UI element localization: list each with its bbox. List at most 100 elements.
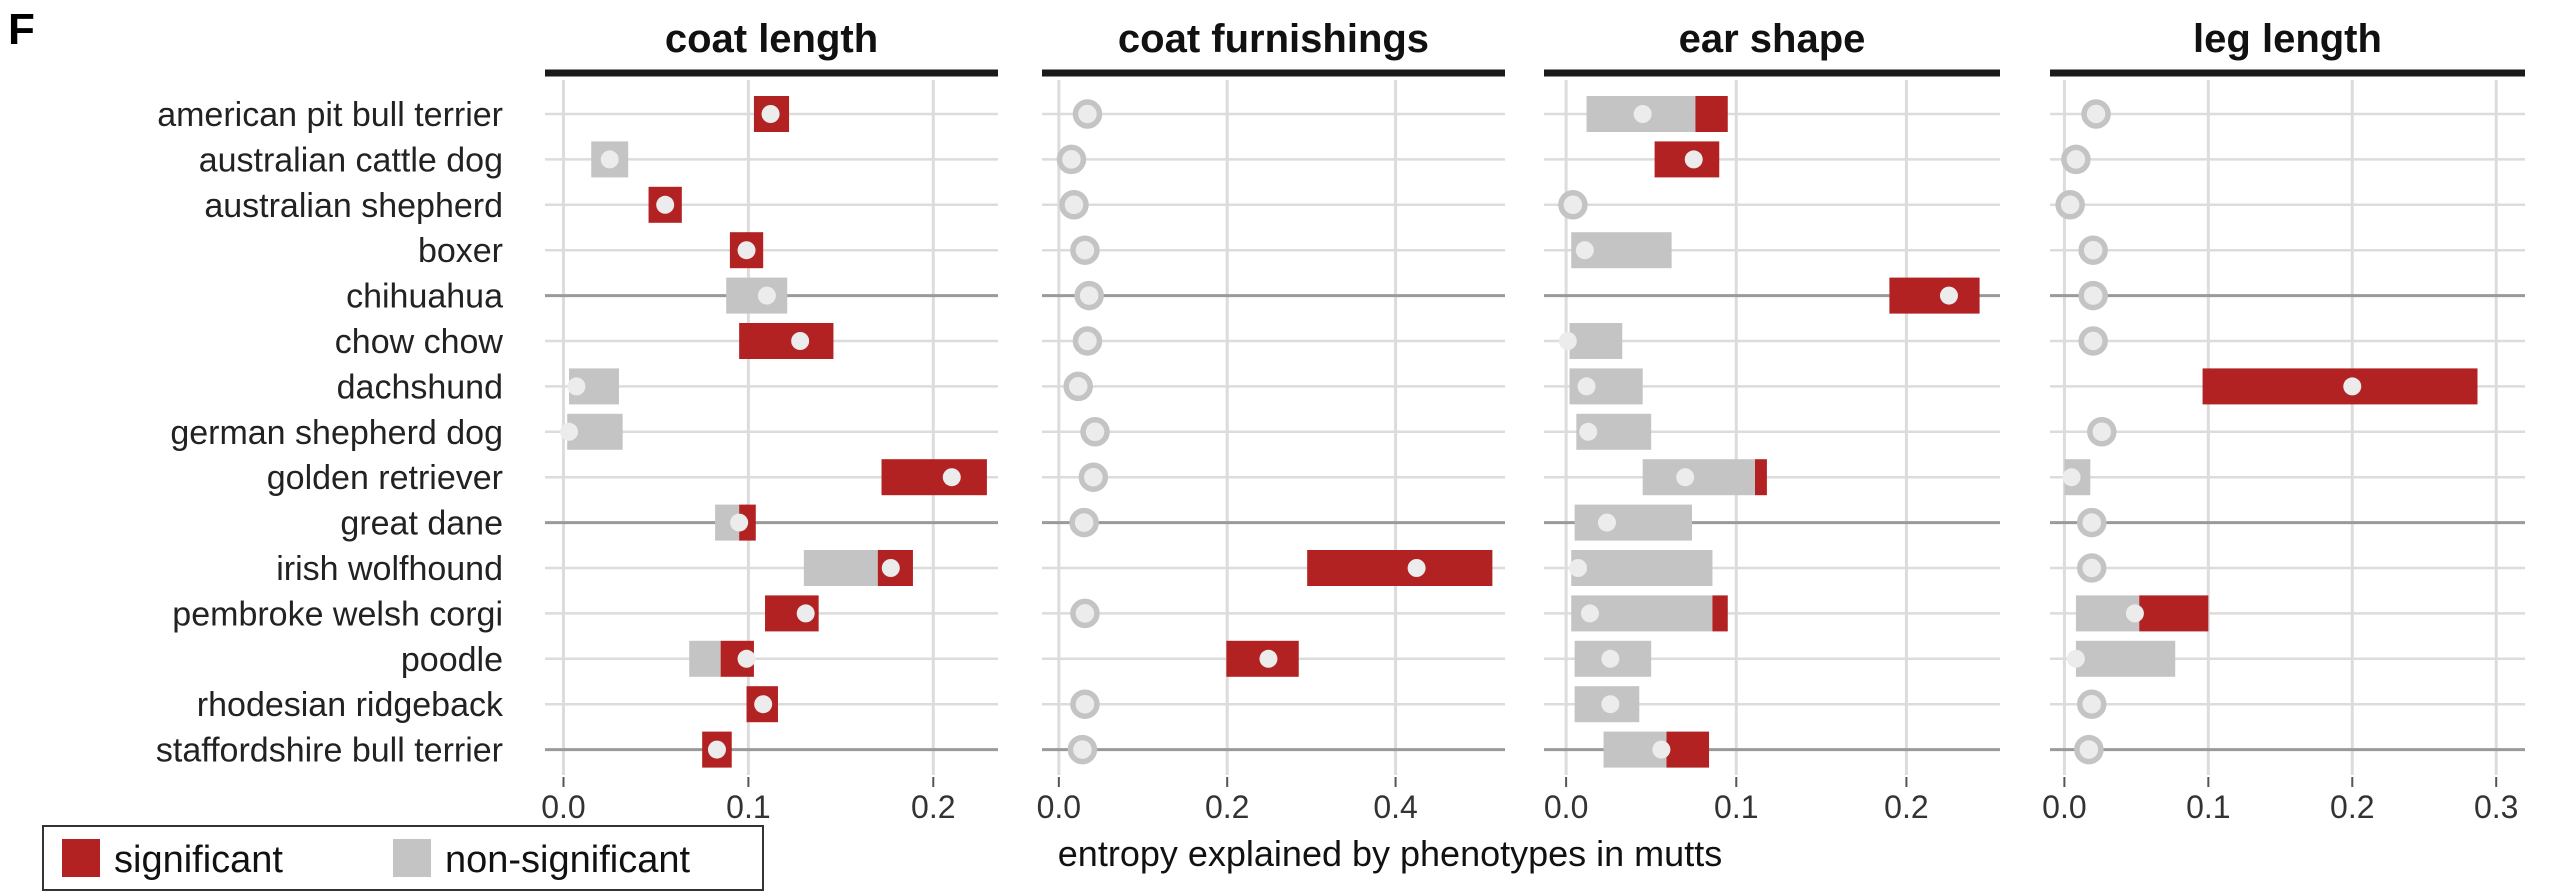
non-significant-bar xyxy=(803,550,878,586)
estimate-point xyxy=(656,195,675,214)
estimate-point xyxy=(2074,734,2104,765)
estimate-point xyxy=(881,559,900,577)
significant-bar xyxy=(1754,459,1767,496)
estimate-point xyxy=(796,604,815,623)
estimate-point xyxy=(1575,241,1594,260)
breed-label: boxer xyxy=(418,232,503,270)
significant-bar xyxy=(1695,96,1728,132)
estimate-point xyxy=(1059,190,1089,220)
estimate-point xyxy=(2066,649,2085,668)
non-significant-bar xyxy=(726,277,788,314)
breed-label: german shepherd dog xyxy=(170,414,503,452)
estimate-point xyxy=(737,241,756,260)
estimate-point xyxy=(1558,332,1577,350)
non-significant-bar xyxy=(1642,459,1755,496)
breed-label: australian cattle dog xyxy=(199,141,503,179)
estimate-point xyxy=(2078,280,2108,311)
estimate-point xyxy=(2081,99,2111,129)
estimate-point xyxy=(1069,507,1099,538)
breed-label: pembroke welsh corgi xyxy=(172,595,503,633)
estimate-point xyxy=(1063,371,1093,402)
estimate-point xyxy=(1074,280,1104,311)
x-tick-label: 0.1 xyxy=(1714,789,1758,825)
significant-bar xyxy=(1712,595,1728,632)
breed-label: dachshund xyxy=(337,368,503,406)
x-tick-label: 0.1 xyxy=(726,789,770,825)
x-axis-title: entropy explained by phenotypes in mutts xyxy=(1058,833,1722,874)
panel-label: F xyxy=(8,5,35,54)
x-tick-label: 0.0 xyxy=(1037,789,1081,825)
x-tick-label: 0.2 xyxy=(1884,789,1928,825)
facet-title: ear shape xyxy=(1679,17,1866,61)
estimate-point xyxy=(2078,235,2108,265)
x-tick-label: 0.0 xyxy=(1544,789,1588,825)
x-tick-label: 0.2 xyxy=(911,789,955,825)
x-tick-label: 0.2 xyxy=(2330,789,2374,825)
facets: coat length 0.0 0.1 0.2 coat furnishings 0.0 0… xyxy=(541,17,2525,825)
estimate-point xyxy=(1569,559,1588,577)
estimate-point xyxy=(600,150,619,169)
x-tick-label: 0.0 xyxy=(2042,789,2086,825)
breed-labels: american pit bull terrier australian catt… xyxy=(156,96,504,770)
estimate-point xyxy=(707,740,726,759)
facet-coat-length: coat length 0.0 0.1 0.2 xyxy=(541,17,998,825)
estimate-point xyxy=(1072,326,1103,356)
legend: significant non-significant xyxy=(42,825,764,891)
estimate-point xyxy=(1259,649,1278,668)
significant-bar xyxy=(2139,595,2209,632)
facet-ear-shape: ear shape 0.0 0.1 0.2 xyxy=(1544,17,2000,825)
estimate-point xyxy=(2062,468,2081,487)
significant-bar xyxy=(739,323,834,359)
estimate-point xyxy=(1067,734,1098,765)
x-tick-label: 0.0 xyxy=(541,789,585,825)
breed-label: chihuahua xyxy=(346,278,503,316)
estimate-point xyxy=(754,695,773,714)
estimate-point xyxy=(2125,604,2144,623)
estimate-point xyxy=(567,377,586,396)
estimate-point xyxy=(2078,326,2108,356)
estimate-point xyxy=(1601,649,1620,668)
estimate-point xyxy=(2076,689,2107,719)
legend-significant-swatch xyxy=(62,839,100,877)
estimate-point xyxy=(1684,150,1703,169)
estimate-point xyxy=(560,422,579,441)
x-tick-label: 0.4 xyxy=(1373,789,1417,825)
x-tick-label: 0.2 xyxy=(1205,789,1249,825)
estimate-point xyxy=(942,468,961,487)
significant-bar xyxy=(1666,731,1710,768)
non-significant-bar xyxy=(2075,640,2176,677)
estimate-point xyxy=(1633,105,1652,123)
x-tick-label: 0.3 xyxy=(2474,789,2518,825)
estimate-point xyxy=(1080,417,1110,447)
breed-label: staffordshire bull terrier xyxy=(156,732,503,770)
estimate-point xyxy=(1407,559,1426,577)
estimate-point xyxy=(1070,689,1100,719)
breed-label: poodle xyxy=(401,641,503,679)
estimate-point xyxy=(1070,598,1100,629)
breed-label: australian shepherd xyxy=(204,187,503,225)
non-significant-bar xyxy=(1574,504,1693,541)
estimate-point xyxy=(1056,144,1087,175)
estimate-point xyxy=(2076,507,2107,538)
non-significant-bar xyxy=(1569,323,1623,359)
facet-title: leg length xyxy=(2193,17,2382,61)
facet-title: coat furnishings xyxy=(1118,17,1429,61)
facet-leg-length: leg length 0.0 0.1 0.2 0.3 xyxy=(2042,17,2525,825)
breed-label: great dane xyxy=(340,505,503,543)
non-significant-bar xyxy=(689,640,721,677)
estimate-point xyxy=(1070,235,1100,265)
estimate-point xyxy=(1580,604,1599,623)
facet-title: coat length xyxy=(665,17,878,61)
estimate-point xyxy=(737,649,756,668)
estimate-point xyxy=(757,286,776,305)
breed-label: american pit bull terrier xyxy=(157,96,503,134)
estimate-point xyxy=(791,332,810,350)
breed-label: irish wolfhound xyxy=(276,550,503,588)
estimate-point xyxy=(1579,422,1598,441)
estimate-point xyxy=(761,105,780,123)
estimate-point xyxy=(1078,462,1109,492)
legend-non-significant-swatch xyxy=(393,839,431,877)
estimate-point xyxy=(2087,417,2117,447)
estimate-point xyxy=(1601,695,1620,714)
estimate-point xyxy=(2055,190,2085,220)
